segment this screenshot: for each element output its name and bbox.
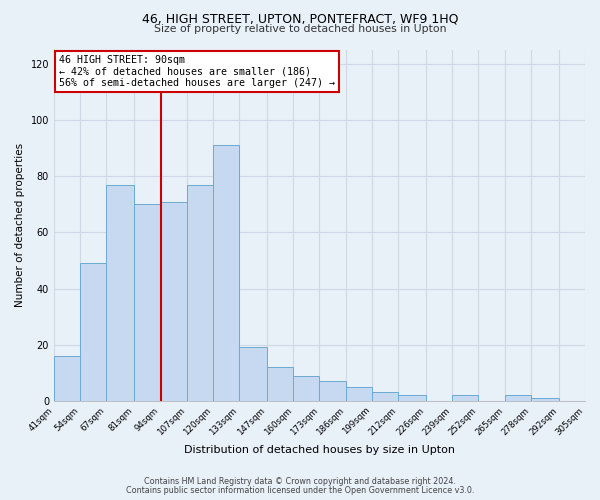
Y-axis label: Number of detached properties: Number of detached properties — [15, 144, 25, 308]
Bar — [213, 146, 239, 401]
Bar — [54, 356, 80, 401]
Bar — [134, 204, 161, 401]
Bar — [80, 264, 106, 401]
Text: 46 HIGH STREET: 90sqm
← 42% of detached houses are smaller (186)
56% of semi-det: 46 HIGH STREET: 90sqm ← 42% of detached … — [59, 56, 335, 88]
Text: Size of property relative to detached houses in Upton: Size of property relative to detached ho… — [154, 24, 446, 34]
Bar — [106, 184, 134, 401]
Text: 46, HIGH STREET, UPTON, PONTEFRACT, WF9 1HQ: 46, HIGH STREET, UPTON, PONTEFRACT, WF9 … — [142, 12, 458, 26]
Bar — [239, 348, 267, 401]
Bar — [372, 392, 398, 401]
Bar — [585, 398, 600, 401]
X-axis label: Distribution of detached houses by size in Upton: Distribution of detached houses by size … — [184, 445, 455, 455]
Bar — [187, 184, 213, 401]
Text: Contains HM Land Registry data © Crown copyright and database right 2024.: Contains HM Land Registry data © Crown c… — [144, 477, 456, 486]
Bar — [505, 395, 530, 401]
Bar — [319, 381, 346, 401]
Bar — [346, 386, 372, 401]
Bar — [293, 376, 319, 401]
Bar — [267, 367, 293, 401]
Text: Contains public sector information licensed under the Open Government Licence v3: Contains public sector information licen… — [126, 486, 474, 495]
Bar — [530, 398, 559, 401]
Bar — [161, 202, 187, 401]
Bar — [398, 395, 426, 401]
Bar — [452, 395, 478, 401]
